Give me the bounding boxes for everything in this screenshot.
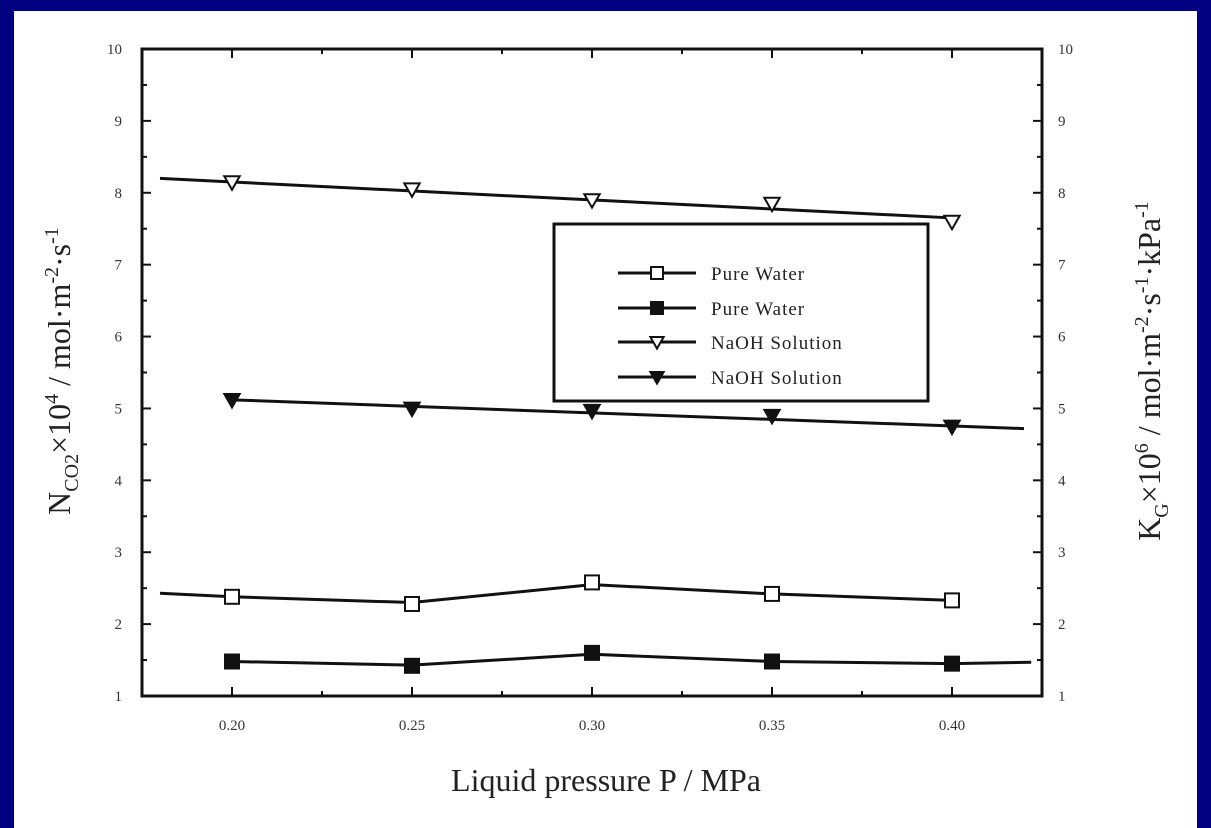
x-axis-title: Liquid pressure P / MPa (451, 762, 761, 798)
x-tick-label-0.30: 0.30 (579, 718, 605, 734)
data-point-s0-2 (584, 574, 600, 591)
y-axis-title-left: NCO2×104 / mol·m-2·s-1 (41, 227, 83, 515)
y-tick-label-right-3: 3 (1058, 545, 1066, 561)
data-point-s1-3 (764, 653, 780, 670)
legend-marker-2 (648, 336, 666, 351)
y-tick-label-left-2: 2 (115, 617, 123, 633)
x-tick-label-0.35: 0.35 (759, 718, 785, 734)
y-tick-label-left-3: 3 (115, 545, 123, 561)
data-point-s0-0 (224, 588, 240, 605)
y-tick-label-left-4: 4 (115, 473, 123, 489)
x-tick-label-0.40: 0.40 (939, 718, 965, 734)
y-tick-label-right-2: 2 (1058, 617, 1066, 633)
x-tick-label-0.25: 0.25 (399, 718, 425, 734)
figure-panel: 1 1 2 2 3 3 4 4 5 5 6 6 7 7 8 8 9 9 10 10 0.20 0.25 0.30 0.35 0.… (14, 11, 1197, 828)
data-point-s1-1 (404, 657, 420, 674)
legend-label-3: NaOH Solution (711, 368, 843, 389)
data-point-s2-1 (402, 182, 422, 199)
data-point-s2-0 (222, 175, 242, 192)
y-tick-label-right-9: 9 (1058, 114, 1066, 130)
y-tick-label-left-10: 10 (107, 42, 122, 58)
y-tick-label-right-7: 7 (1058, 258, 1066, 274)
data-point-s3-4 (942, 419, 962, 437)
y-tick-label-left-6: 6 (115, 330, 123, 346)
data-point-s2-3 (762, 196, 782, 214)
legend: Pure Water Pure Water NaOH Solution NaOH So… (552, 222, 930, 403)
data-point-s0-1 (404, 595, 420, 612)
data-point-s0-3 (764, 585, 780, 602)
legend-label-2: NaOH Solution (711, 333, 843, 354)
y-tick-label-right-10: 10 (1058, 42, 1073, 58)
y-tick-label-right-5: 5 (1058, 401, 1066, 417)
data-point-s1-0 (224, 653, 240, 670)
data-point-s1-4 (944, 655, 960, 672)
data-point-s3-1 (402, 401, 422, 419)
y-tick-label-left-8: 8 (115, 186, 123, 202)
y-tick-label-left-9: 9 (115, 114, 123, 130)
data-point-s1-2 (584, 644, 600, 661)
chart-svg: 1 1 2 2 3 3 4 4 5 5 6 6 7 7 8 8 9 9 10 10 0.20 0.25 0.30 0.35 0.… (41, 42, 1173, 798)
series-line-1 (231, 652, 1032, 667)
y-tick-label-left-5: 5 (115, 401, 123, 417)
y-tick-label-right-6: 6 (1058, 330, 1066, 346)
data-point-s2-4 (942, 214, 962, 232)
series-line-2 (159, 176, 953, 220)
data-point-s3-2 (582, 403, 602, 421)
data-point-s0-4 (944, 592, 960, 609)
legend-box (552, 222, 930, 403)
y-tick-label-right-4: 4 (1058, 473, 1066, 489)
y-tick-label-left-7: 7 (115, 258, 123, 274)
y-tick-label-left-1: 1 (115, 689, 123, 705)
legend-marker-1 (650, 301, 664, 315)
data-point-s3-3 (762, 408, 782, 426)
series-line-0 (159, 583, 953, 605)
data-point-s3-0 (222, 393, 242, 410)
legend-label-1: Pure Water (711, 299, 805, 320)
y-tick-label-right-1: 1 (1058, 689, 1066, 705)
legend-label-0: Pure Water (711, 264, 805, 285)
y-axis-title-right: KG×106 / mol·m-2·s-1·kPa-1 (1131, 201, 1173, 541)
series-line-3 (231, 398, 1025, 431)
legend-marker-0 (650, 266, 664, 280)
data-point-s2-2 (582, 193, 602, 210)
x-tick-label-0.20: 0.20 (219, 718, 245, 734)
legend-marker-3 (648, 371, 666, 386)
y-tick-label-right-8: 8 (1058, 186, 1066, 202)
